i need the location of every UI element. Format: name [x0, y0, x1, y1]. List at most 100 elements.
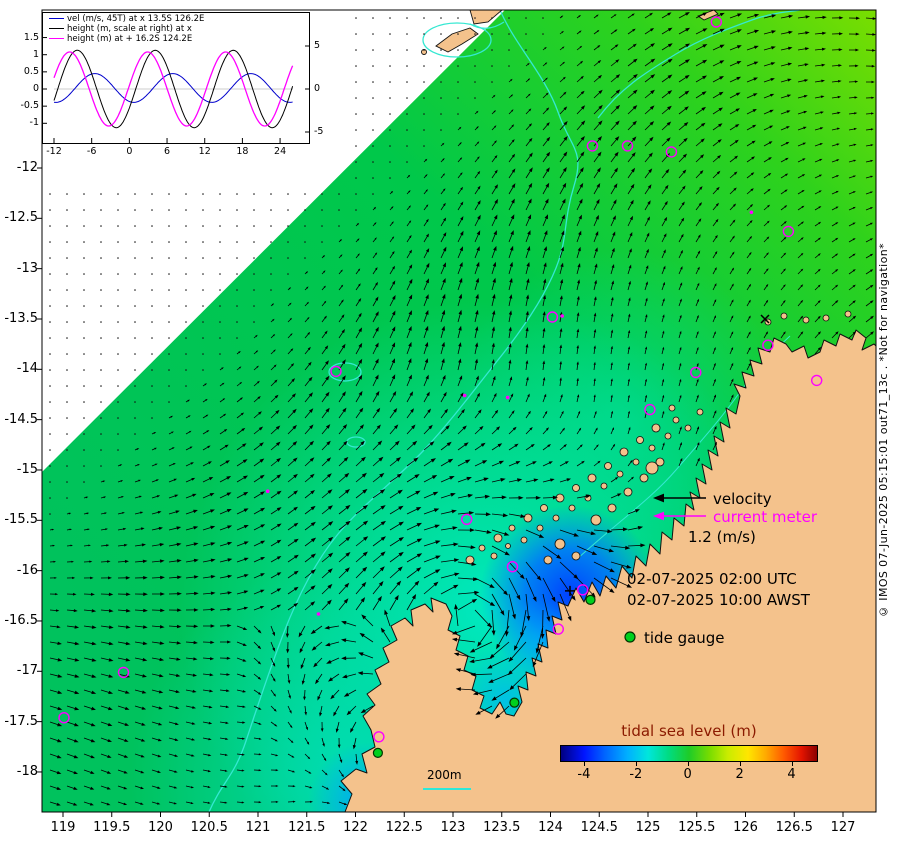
x-tick-label: 127 [830, 820, 856, 835]
inset-x-tick-label: 24 [274, 146, 287, 157]
velocity-arrowhead-icon [653, 493, 664, 503]
inset-y-right-tick-label: 0 [314, 83, 321, 94]
current-meter-circle [330, 365, 342, 378]
height-point-plus-marker [565, 585, 575, 596]
island [540, 504, 548, 512]
legend-line-sample-icon [49, 27, 64, 29]
island [668, 404, 676, 412]
x-tick-label: 122.5 [385, 820, 423, 835]
current-meter-circle [644, 403, 656, 416]
current-meter-dot [462, 393, 467, 398]
x-tick-label: 119 [50, 820, 76, 835]
copyright-watermark: © IMOS 07-Jun-2025 05:15:01 out71_13c . … [877, 242, 890, 618]
colorbar-tick-label: 4 [787, 767, 796, 782]
island [639, 473, 649, 483]
tide-gauge-legend-icon [624, 631, 636, 643]
current-meter-circle [506, 561, 519, 573]
tide-gauge-legend-label: tide gauge [644, 629, 725, 647]
island [616, 470, 624, 478]
x-tick-label: 123.5 [483, 820, 521, 835]
tide-gauge-marker [372, 747, 383, 759]
current-meter-circle [117, 666, 130, 679]
island [568, 504, 576, 512]
island [696, 408, 704, 416]
contour-depth-label: 200m [427, 768, 462, 782]
current-meter-circle [621, 140, 634, 152]
map-legend-symbols [624, 493, 706, 643]
island [543, 555, 553, 565]
velocity-point-x-marker [760, 314, 770, 324]
timestamp-awst: 02-07-2025 10:00 AWST [627, 591, 810, 609]
y-tick-label: -14 [16, 361, 38, 377]
y-tick-label: -14.5 [4, 411, 38, 427]
legend-line-sample-icon [49, 18, 64, 19]
northern-islands [421, 9, 719, 55]
current-meter-circle [461, 513, 473, 525]
inset-y-left-tick-label: 0 [32, 83, 39, 94]
colorbar-tick-label: -2 [629, 767, 643, 782]
current-meter-dot [749, 210, 754, 215]
current-meter-circle [665, 146, 678, 158]
y-tick-label: -17 [16, 663, 38, 679]
island [780, 312, 788, 320]
map-frame [41, 9, 877, 813]
current-meter-circle [552, 623, 564, 635]
island [645, 461, 659, 475]
inset-y-right-tick-label: -5 [314, 126, 324, 137]
colorbar-tick-label: 2 [735, 767, 744, 782]
inset-legend-label: height (m, scale at right) at x [67, 23, 192, 34]
x-tick-label: 124.5 [580, 820, 618, 835]
current-meter-circle [373, 731, 385, 743]
inset-timeseries-panel: vel (m/s, 45T) at x 13.5S 126.2E height (… [42, 12, 310, 144]
island [632, 458, 640, 466]
current-meter-circle [710, 16, 722, 28]
island [684, 424, 692, 432]
x-tick-label: 126.5 [775, 820, 813, 835]
instrument-markers [58, 16, 823, 759]
colorbar-tick-label: -4 [577, 767, 591, 782]
inset-legend: vel (m/s, 45T) at x 13.5S 126.2E height (… [49, 14, 204, 44]
y-tick-label: -16.5 [4, 612, 38, 628]
inset-legend-label: height (m) at + 16.2S 124.2E [67, 33, 193, 44]
inset-curve-1 [53, 49, 294, 129]
island [636, 436, 644, 444]
inset-y-left-tick-label: 1.5 [23, 31, 39, 43]
velocity-arrow-shafts [49, 13, 874, 805]
inset-x-tick-label: 18 [236, 146, 249, 157]
colorbar-tick-label: 0 [683, 767, 692, 782]
legend-line-sample-icon [49, 37, 64, 39]
y-tick-label: -12 [16, 160, 38, 175]
island [493, 533, 503, 543]
inset-y-left-tick-label: 1 [32, 48, 39, 60]
y-tick-label: -13 [16, 260, 38, 276]
island [619, 447, 629, 457]
island [655, 457, 665, 467]
colorbar-tick [583, 762, 585, 766]
x-tick-label: 124 [538, 820, 563, 835]
current-meter-dot [265, 489, 270, 494]
colorbar-gradient [560, 745, 818, 762]
colorbar: -4 -2 0 2 4 [560, 745, 818, 782]
timestamp-utc: 02-07-2025 02:00 UTC [627, 570, 797, 588]
island [672, 416, 680, 424]
inset-legend-item: height (m, scale at right) at x [49, 23, 204, 35]
island [571, 551, 581, 561]
island [554, 538, 566, 550]
inset-legend-item: vel (m/s, 45T) at x 13.5S 126.2E [49, 14, 204, 25]
inset-x-tick-label: -6 [86, 146, 97, 157]
colorbar-tick [635, 762, 637, 766]
velocity-legend-label: velocity [713, 490, 772, 508]
current-meter-circle [577, 584, 589, 596]
island [520, 536, 528, 544]
y-tick-label: -16 [16, 562, 38, 578]
current-meter-circle [546, 311, 559, 323]
current-meter-dot [316, 612, 321, 616]
inset-x-tick-label: 12 [198, 146, 211, 157]
inset-x-tick-label: -12 [46, 146, 62, 157]
current-meter-circle [782, 225, 795, 238]
island [648, 444, 656, 452]
island [802, 316, 810, 324]
current-meter-circle [58, 712, 70, 724]
current-meter-legend-label: current meter [713, 508, 817, 526]
